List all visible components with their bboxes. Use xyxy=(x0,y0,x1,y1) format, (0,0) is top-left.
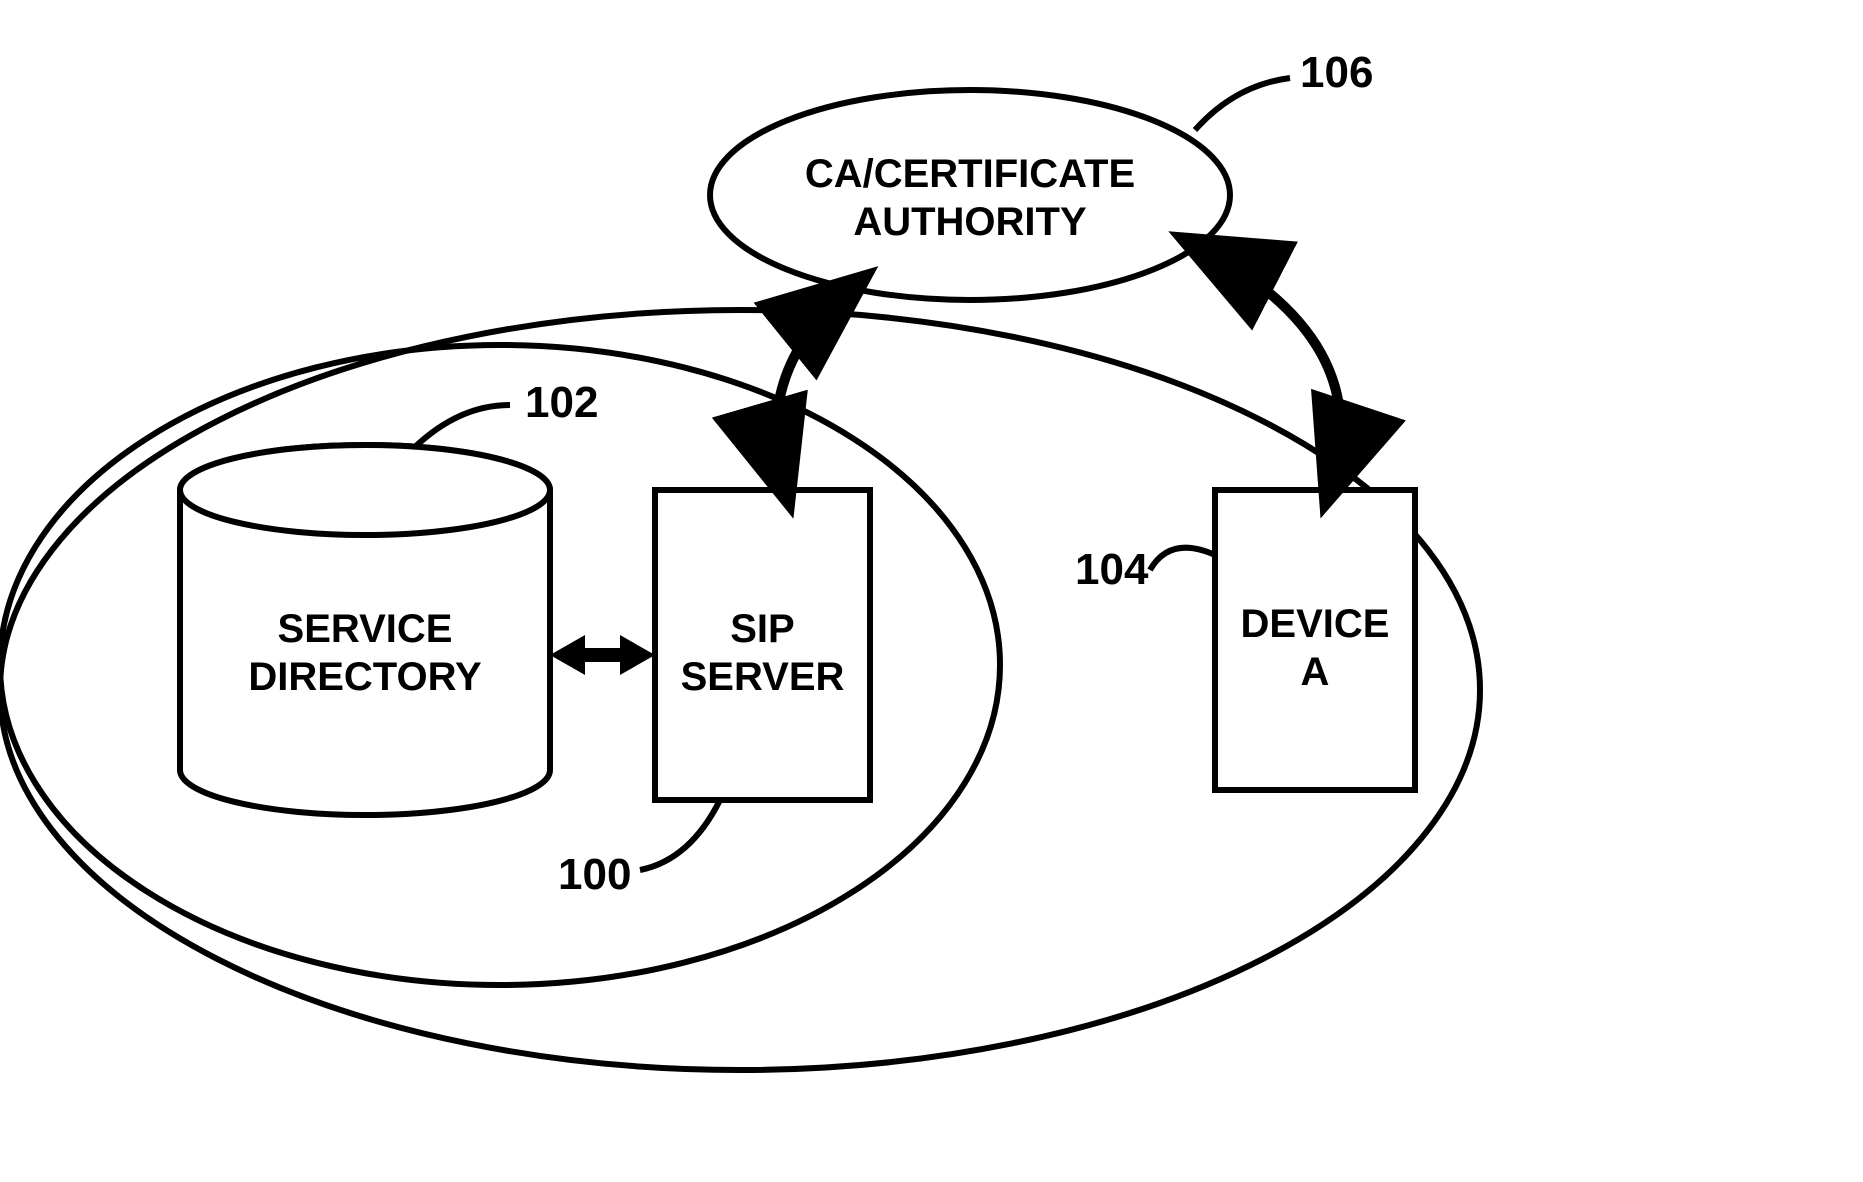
ca-label: CA/CERTIFICATE AUTHORITY xyxy=(710,150,1230,246)
device-a-label: DEVICE A xyxy=(1215,600,1415,696)
ca-label-line1: CA/CERTIFICATE xyxy=(710,150,1230,198)
ca-ref: 106 xyxy=(1300,48,1373,98)
service-directory-label-line1: SERVICE xyxy=(180,605,550,653)
service-directory-ref: 102 xyxy=(525,378,598,428)
sip-server-label-line2: SERVER xyxy=(655,653,870,701)
ca-label-line2: AUTHORITY xyxy=(710,198,1230,246)
sip-server-ref: 100 xyxy=(558,850,631,900)
sip-server-ref-leader xyxy=(640,800,720,870)
edge-directory-to-sip xyxy=(550,635,655,675)
sip-server-label: SIP SERVER xyxy=(655,605,870,701)
service-directory-label-line2: DIRECTORY xyxy=(180,653,550,701)
device-a-ref: 104 xyxy=(1075,545,1148,595)
device-a-label-line1: DEVICE xyxy=(1215,600,1415,648)
ca-ref-leader xyxy=(1195,78,1290,130)
sip-server-label-line1: SIP xyxy=(655,605,870,653)
device-a-label-line2: A xyxy=(1215,648,1415,696)
service-directory-label: SERVICE DIRECTORY xyxy=(180,605,550,701)
service-directory-ref-leader xyxy=(416,405,510,446)
device-a-ref-leader xyxy=(1150,548,1215,570)
